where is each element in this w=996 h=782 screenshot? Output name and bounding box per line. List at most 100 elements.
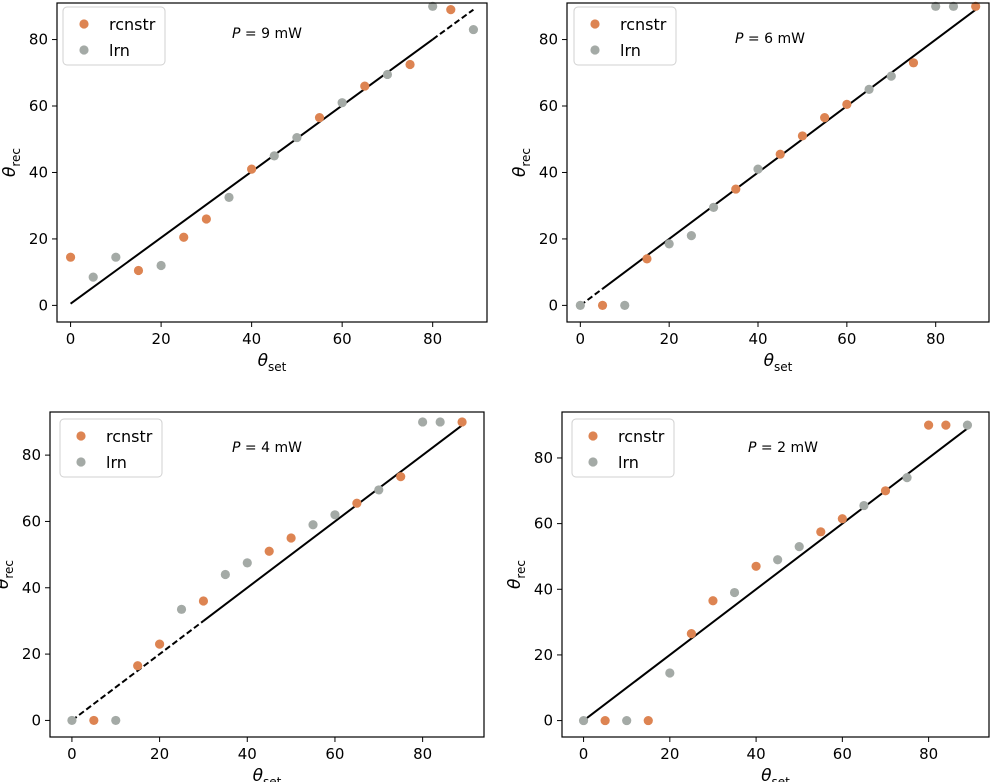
panel-2mw: 0 20 40 60 80 0 20 40 60 80 θset θrec rcnstr lrn P = 2…	[505, 411, 990, 782]
point-rcnstr	[643, 715, 653, 726]
point-lrn	[382, 69, 393, 80]
point-rcnstr	[941, 420, 951, 430]
y-tick-label: 40	[29, 163, 48, 181]
legend-marker-rcnstr	[590, 19, 600, 29]
legend-label-lrn: lrn	[620, 41, 641, 60]
point-rcnstr	[597, 300, 608, 310]
point-lrn	[902, 473, 912, 483]
x-axis-label: θset	[764, 351, 793, 374]
point-rcnstr	[775, 149, 785, 159]
point-lrn	[729, 587, 740, 598]
point-lrn	[292, 132, 302, 143]
point-rcnstr	[820, 113, 830, 123]
point-lrn	[418, 417, 428, 427]
y-tick-label: 0	[548, 296, 558, 314]
y-axis-label: θrec	[510, 148, 533, 177]
point-rcnstr	[65, 252, 76, 262]
point-lrn	[620, 300, 630, 310]
y-tick-label: 20	[29, 230, 48, 248]
point-lrn	[220, 569, 230, 580]
x-tick-label: 20	[152, 330, 171, 348]
point-lrn	[962, 420, 973, 430]
point-lrn	[708, 202, 719, 212]
x-tick-label: 80	[926, 330, 945, 348]
y-tick-label: 60	[22, 512, 41, 530]
x-axis-label: θset	[761, 766, 790, 782]
power-label: P = 2 mW	[748, 440, 818, 456]
x-tick-label: 80	[919, 745, 938, 763]
x-tick-label: 40	[238, 745, 257, 763]
y-tick-label: 80	[539, 31, 558, 49]
power-label: P = 4 mW	[232, 440, 302, 456]
x-tick-label: 0	[579, 745, 589, 763]
point-rcnstr	[797, 131, 808, 141]
fit-line	[601, 8, 977, 290]
legend-marker-lrn	[79, 45, 89, 55]
point-lrn	[67, 715, 77, 726]
point-rcnstr	[880, 486, 891, 496]
point-rcnstr	[446, 5, 456, 15]
x-tick-label: 20	[660, 745, 679, 763]
panel-6mw: 0 20 40 60 80 0 20 40 60 80 θset θrec rcnstr lrn P = 6…	[510, 1, 990, 374]
panel-4mw: 0 20 40 60 80 0 20 40 60 80 θset θrec rcnstr lrn P = 4…	[0, 411, 485, 782]
legend: rcnstr lrn	[573, 6, 677, 66]
fit-line	[71, 620, 205, 722]
x-tick-label: 80	[413, 745, 432, 763]
x-tick-label: 20	[660, 330, 679, 348]
point-rcnstr	[971, 1, 981, 11]
y-tick-label: 40	[539, 163, 558, 181]
point-lrn	[156, 260, 166, 271]
point-rcnstr	[396, 472, 406, 482]
point-rcnstr	[314, 113, 325, 123]
legend-marker-lrn	[590, 45, 600, 55]
point-rcnstr	[600, 715, 610, 726]
y-axis-label: θrec	[0, 560, 16, 589]
y-axis-label: θrec	[505, 560, 528, 589]
point-rcnstr	[837, 514, 847, 524]
plot-frame	[49, 411, 485, 738]
y-tick-label: 40	[22, 579, 41, 597]
y-tick-label: 80	[534, 449, 553, 467]
point-lrn	[337, 98, 347, 108]
point-lrn	[269, 151, 279, 161]
point-lrn	[176, 604, 187, 614]
point-lrn	[773, 555, 783, 565]
point-rcnstr	[247, 164, 257, 174]
x-axis-label: θset	[253, 766, 282, 782]
point-rcnstr	[751, 561, 761, 571]
point-lrn	[224, 192, 234, 202]
point-rcnstr	[89, 715, 99, 726]
y-tick-label: 0	[543, 712, 553, 730]
point-rcnstr	[908, 58, 919, 68]
y-tick-label: 60	[539, 97, 558, 115]
point-rcnstr	[405, 59, 415, 70]
point-lrn	[468, 24, 479, 35]
point-lrn	[428, 1, 438, 11]
y-axis-label: θrec	[0, 148, 23, 177]
point-lrn	[664, 239, 674, 249]
point-rcnstr	[133, 661, 143, 671]
x-tick-label: 0	[576, 330, 586, 348]
legend-label-rcnstr: rcnstr	[620, 15, 667, 34]
x-tick-label: 40	[748, 330, 767, 348]
x-tick-label: 60	[837, 330, 856, 348]
point-lrn	[886, 71, 896, 81]
point-rcnstr	[457, 417, 467, 427]
legend-label-rcnstr: rcnstr	[109, 15, 156, 34]
point-lrn	[622, 715, 632, 726]
point-rcnstr	[201, 214, 211, 224]
legend-label-lrn: lrn	[109, 41, 130, 60]
fit-line	[579, 287, 604, 307]
point-lrn	[111, 252, 121, 262]
fit-line	[202, 424, 463, 622]
legend: rcnstr lrn	[571, 418, 675, 478]
legend-label-lrn: lrn	[106, 453, 127, 472]
legend: rcnstr lrn	[59, 418, 163, 478]
point-lrn	[330, 510, 340, 520]
x-tick-label: 20	[150, 745, 169, 763]
y-tick-label: 40	[534, 580, 553, 598]
legend: rcnstr lrn	[62, 6, 166, 66]
fit-line	[432, 8, 475, 41]
point-lrn	[242, 558, 252, 568]
point-lrn	[578, 715, 589, 726]
